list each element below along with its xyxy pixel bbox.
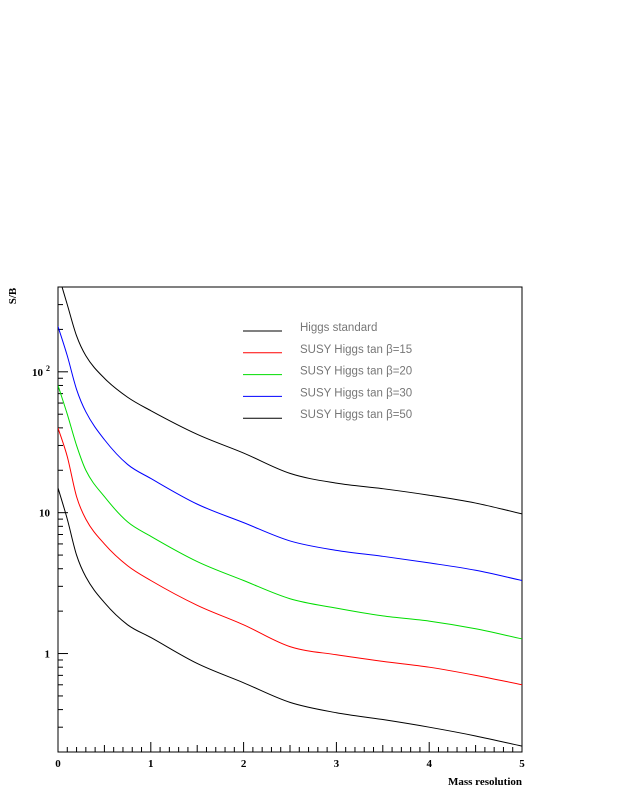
- legend-label-5: SUSY Higgs tan β=50: [300, 409, 412, 421]
- x-tick-label: 2: [241, 758, 247, 770]
- y-tick-label: 1: [45, 649, 51, 661]
- x-axis-title: Mass resolution: [448, 776, 522, 788]
- series-line-5: [61, 287, 522, 515]
- series-line-1: [58, 487, 522, 747]
- x-tick-label: 4: [426, 758, 432, 770]
- legend-label-4: SUSY Higgs tan β=30: [300, 387, 412, 399]
- legend-label-1: Higgs standard: [300, 322, 377, 334]
- y-tick-label: 10 2: [32, 364, 50, 379]
- legend-label-2: SUSY Higgs tan β=15: [300, 344, 412, 356]
- x-tick-label: 3: [334, 758, 340, 770]
- x-tick-label: 5: [519, 758, 525, 770]
- x-tick-label: 0: [55, 758, 61, 770]
- x-tick-label: 1: [148, 758, 154, 770]
- series-line-2: [58, 427, 522, 686]
- y-axis-title: S/B: [7, 287, 19, 304]
- y-axis: 1 10 10 2: [32, 304, 68, 728]
- legend: Higgs standard SUSY Higgs tan β=15 SUSY Hi…: [243, 322, 412, 421]
- x-axis: 0 1 2 3 4 5: [55, 742, 525, 770]
- plot-frame: [57, 286, 523, 753]
- y-tick-label: 10: [39, 508, 51, 520]
- series-line-3: [58, 385, 522, 640]
- series-line-4: [58, 326, 522, 581]
- series-lines: [58, 287, 522, 747]
- legend-label-3: SUSY Higgs tan β=20: [300, 366, 412, 378]
